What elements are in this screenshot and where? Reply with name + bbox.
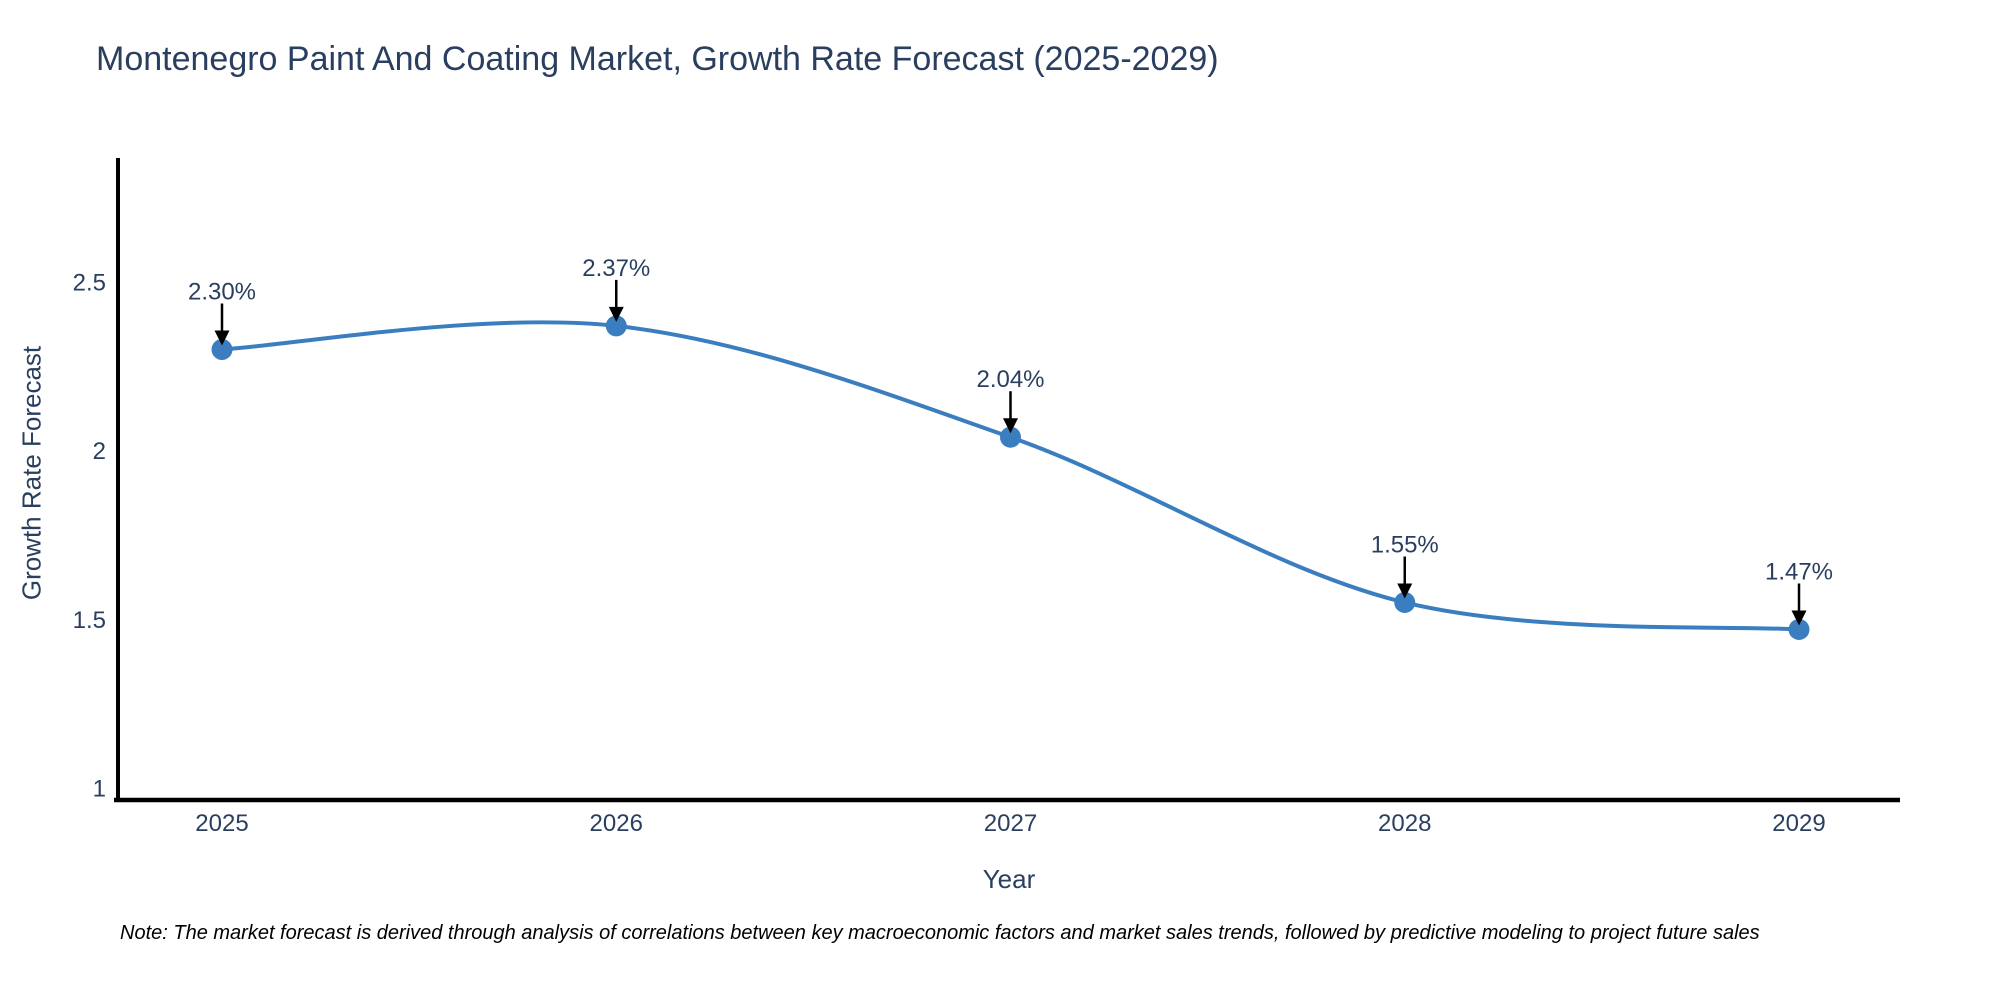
- annotation-arrowhead-icon: [1397, 583, 1413, 599]
- chart-title: Montenegro Paint And Coating Market, Gro…: [96, 40, 1219, 78]
- point-value-label: 1.55%: [1371, 531, 1439, 558]
- point-value-label: 2.04%: [976, 366, 1044, 393]
- data-point[interactable]: [1000, 426, 1021, 448]
- data-point[interactable]: [1788, 618, 1810, 640]
- x-tick-label: 2027: [984, 810, 1037, 837]
- data-point[interactable]: [605, 315, 627, 337]
- annotation-arrowhead-icon: [608, 306, 624, 322]
- point-value-label: 2.30%: [188, 279, 256, 306]
- y-tick-label: 2: [93, 438, 106, 465]
- data-point[interactable]: [1394, 591, 1416, 613]
- footnote: Note: The market forecast is derived thr…: [120, 922, 1760, 944]
- x-axis-title: Year: [982, 864, 1036, 894]
- y-tick-label: 1.5: [73, 607, 106, 634]
- annotation-arrowhead-icon: [1791, 610, 1807, 626]
- y-tick-label: 2.5: [73, 270, 106, 297]
- y-axis-title: Growth Rate Forecast: [16, 345, 47, 601]
- x-tick-label: 2028: [1378, 810, 1431, 837]
- x-tick-label: 2026: [590, 810, 643, 837]
- annotation-arrowhead-icon: [1003, 418, 1018, 434]
- point-value-label: 1.47%: [1765, 558, 1833, 585]
- data-point[interactable]: [211, 339, 233, 361]
- x-tick-label: 2025: [195, 810, 248, 837]
- point-value-label: 2.37%: [582, 255, 650, 282]
- x-tick-label: 2029: [1772, 810, 1825, 837]
- annotation-arrowhead-icon: [214, 330, 230, 346]
- y-tick-label: 1: [93, 776, 106, 803]
